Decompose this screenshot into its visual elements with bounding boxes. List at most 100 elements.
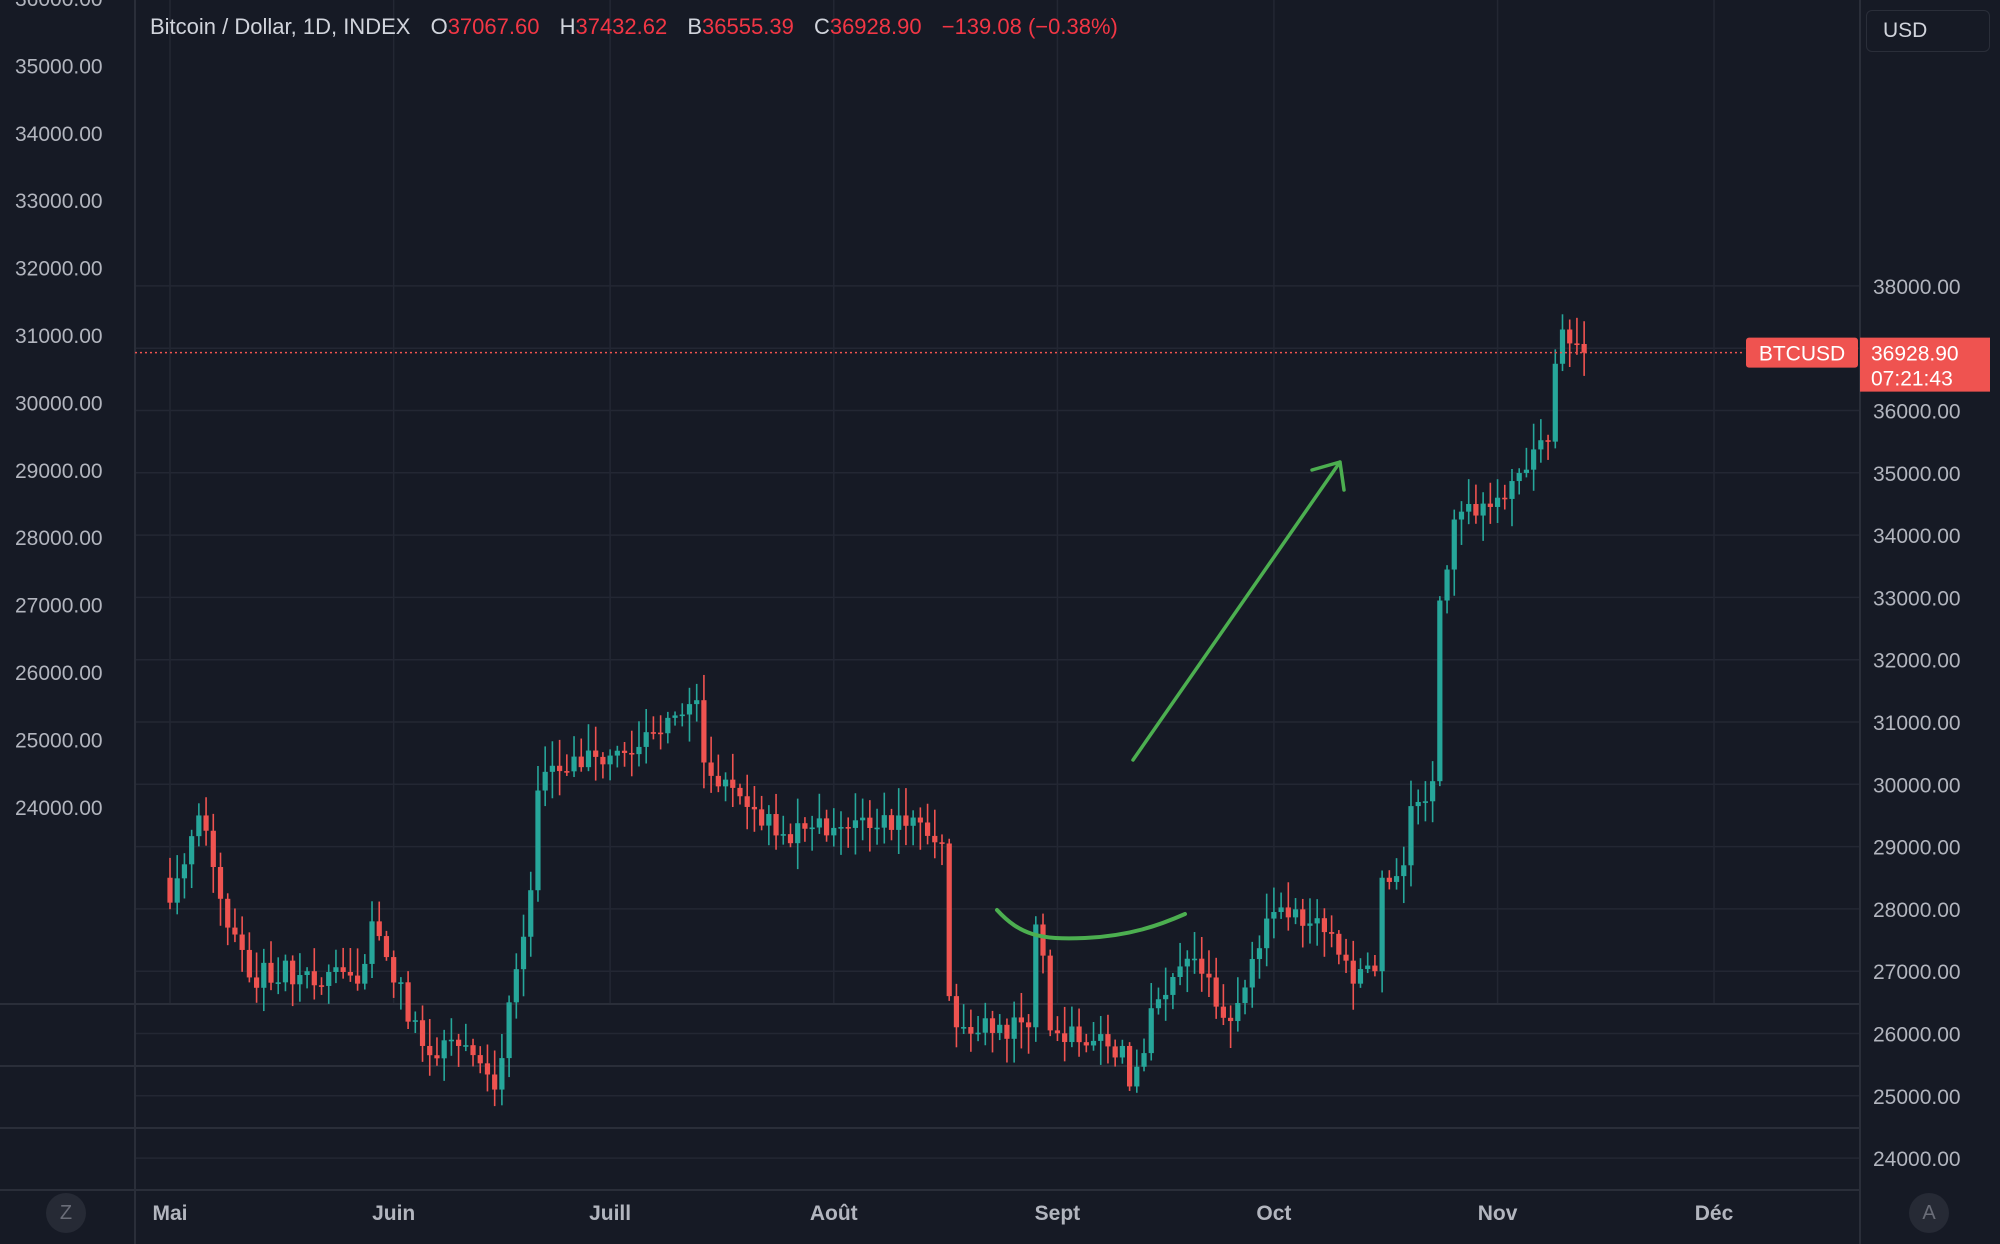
candle <box>600 752 606 779</box>
candle <box>1112 1039 1118 1067</box>
candle-body <box>477 1055 483 1064</box>
candle-body <box>1415 801 1421 807</box>
candle-body <box>1184 958 1190 967</box>
candle-body <box>275 982 281 984</box>
candle-body <box>809 827 815 830</box>
candle <box>1054 1016 1061 1042</box>
candle-body <box>1098 1034 1104 1041</box>
candle <box>838 811 844 855</box>
candle <box>333 949 339 984</box>
candle-body <box>1350 960 1356 984</box>
candle <box>1011 1001 1017 1063</box>
candle <box>831 808 837 847</box>
candle-body <box>795 823 801 844</box>
candle-body <box>564 771 570 773</box>
candle <box>1473 484 1479 524</box>
candle-body <box>1379 877 1385 972</box>
candle <box>167 857 173 910</box>
candle <box>874 808 880 845</box>
candle-body <box>888 815 895 830</box>
auto-scale-button[interactable]: A <box>1909 1193 1949 1233</box>
candle-body <box>715 775 721 787</box>
left-axis-label: 27000.00 <box>15 595 103 618</box>
candle <box>1018 992 1024 1049</box>
candle-body <box>1574 343 1580 346</box>
right-axis-label: 24000.00 <box>1873 1148 1961 1171</box>
candle-body <box>896 815 902 830</box>
candle-body <box>975 1032 981 1035</box>
time-axis-label: Nov <box>1478 1202 1518 1225</box>
candle-body <box>1401 865 1407 877</box>
candle <box>881 792 887 844</box>
candle <box>1350 940 1356 1010</box>
candle <box>982 1002 988 1046</box>
left-axis-label: 24000.00 <box>15 797 103 820</box>
candle <box>542 746 548 807</box>
candle <box>362 954 368 990</box>
left-axis-label: 25000.00 <box>15 729 103 752</box>
candle <box>174 855 180 915</box>
candle-body <box>838 827 844 829</box>
right-axis-label: 29000.00 <box>1873 837 1961 860</box>
candle-body <box>506 1002 512 1059</box>
time-axis[interactable]: Mai Juin Juill Août Sept Oct Nov Déc <box>152 1202 1733 1225</box>
candle-body <box>1155 999 1162 1009</box>
candle-body <box>217 867 224 899</box>
candle <box>780 815 786 845</box>
drawings[interactable] <box>995 460 1346 941</box>
last-price-tag <box>1860 337 1990 392</box>
candle-body <box>816 818 822 828</box>
candle-body <box>1372 965 1378 972</box>
candle <box>1545 434 1551 460</box>
green-arrow-drawing <box>1131 460 1346 762</box>
candle <box>896 788 902 855</box>
candle <box>989 1010 996 1053</box>
candle <box>1242 979 1248 1015</box>
currency-button[interactable]: USD <box>1866 10 1990 52</box>
time-zone-button[interactable]: Z <box>46 1193 86 1233</box>
left-price-axis[interactable]: 38000.0037000.0036000.0035000.0034000.00… <box>15 0 103 820</box>
candle <box>1228 1005 1234 1049</box>
candle <box>304 967 310 989</box>
candle-body <box>665 717 671 734</box>
candle <box>477 1046 483 1074</box>
candle-body <box>845 827 851 829</box>
right-axis-label: 30000.00 <box>1873 774 1961 797</box>
candle-body <box>1069 1026 1075 1043</box>
candle-body <box>398 982 404 984</box>
candle <box>845 817 851 848</box>
candle <box>679 703 685 727</box>
candle-body <box>1271 912 1277 919</box>
candle <box>578 738 584 772</box>
candle <box>1523 447 1530 478</box>
candle-body <box>744 796 750 807</box>
candle <box>1134 1049 1140 1093</box>
candle-body <box>787 834 794 844</box>
candle-body <box>1329 932 1335 934</box>
candle-body <box>412 1020 418 1022</box>
candle <box>629 730 635 777</box>
candle <box>672 711 678 726</box>
candle-body <box>268 962 274 983</box>
candle-body <box>1011 1017 1017 1039</box>
candle-body <box>232 927 238 935</box>
candle <box>290 955 296 1007</box>
candle-body <box>852 820 859 828</box>
legend-symbol[interactable]: Bitcoin / Dollar, 1D, INDEX <box>150 14 411 39</box>
candle <box>1509 469 1515 527</box>
candle <box>1033 916 1039 1042</box>
candle-body <box>1487 503 1493 507</box>
candle-body <box>239 934 245 950</box>
right-price-axis[interactable]: 38000.0037000.0036000.0035000.0034000.00… <box>1873 276 1961 1171</box>
candle-body <box>347 971 353 976</box>
candle <box>1408 780 1414 887</box>
candle-body <box>391 957 397 983</box>
candle <box>787 823 794 848</box>
left-axis-label: 34000.00 <box>15 123 103 146</box>
candle-body <box>1083 1042 1089 1046</box>
candle-body <box>1336 933 1342 955</box>
candle-body <box>823 818 830 836</box>
time-axis-label: Août <box>810 1202 858 1225</box>
